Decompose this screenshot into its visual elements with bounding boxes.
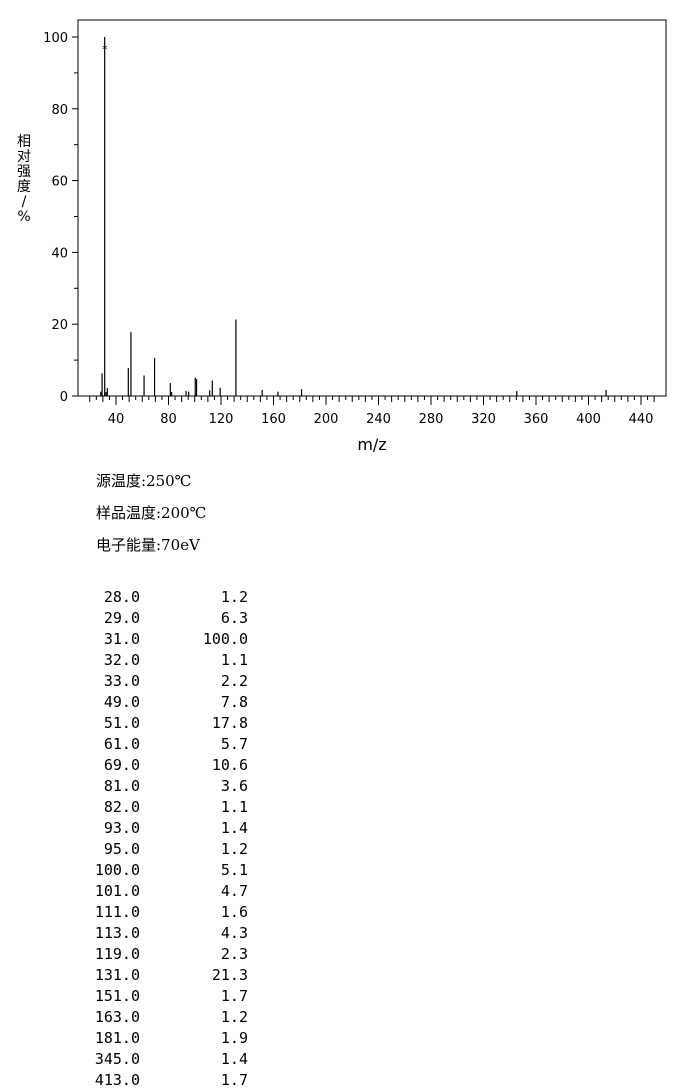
x-tick-label: 120 [209, 412, 234, 427]
peak-intensity-cell: 1.2 [220, 840, 248, 858]
peak-mz-cell: 28.0 [103, 588, 140, 606]
peak-intensity-cell: 1.2 [220, 588, 248, 606]
peak-mz-cell: 413.0 [94, 1071, 140, 1089]
sample-temperature: 样品温度:200℃ [96, 504, 207, 522]
x-axis-label: m/z [357, 435, 386, 454]
peak-mz-cell: 51.0 [103, 714, 140, 732]
peak-mz-cell: 163.0 [94, 1008, 140, 1026]
y-axis-label: 相对强度/% [17, 134, 31, 225]
x-tick-label: 280 [419, 412, 444, 427]
peak-mz-cell: 69.0 [103, 756, 140, 774]
peak-mz-cell: 181.0 [94, 1029, 140, 1047]
x-tick-label: 320 [471, 412, 496, 427]
y-tick-label: 60 [51, 175, 68, 190]
peak-intensity-cell: 1.7 [220, 1071, 248, 1089]
peak-mz-cell: 33.0 [103, 672, 140, 690]
peak-mz-cell: 101.0 [94, 882, 140, 900]
x-tick-label: 360 [524, 412, 549, 427]
x-tick-label: 200 [314, 412, 339, 427]
peak-intensity-cell: 17.8 [211, 714, 248, 732]
x-tick-label: 40 [108, 412, 125, 427]
peak-intensity-cell: 100.0 [202, 630, 248, 648]
peak-mz-cell: 131.0 [94, 966, 140, 984]
y-tick-label: 80 [51, 103, 68, 118]
peak-intensity-cell: 4.7 [220, 882, 248, 900]
peak-mz-cell: 119.0 [94, 945, 140, 963]
peak-mz-cell: 49.0 [103, 693, 140, 711]
x-tick-label: 80 [160, 412, 177, 427]
peak-mz-cell: 100.0 [94, 861, 140, 879]
peak-intensity-cell: 1.1 [220, 798, 248, 816]
peak-intensity-cell: 1.2 [220, 1008, 248, 1026]
peak-intensity-cell: 1.7 [220, 987, 248, 1005]
x-axis: 40 80 120 160 200 240 280 320 360 400 440 [89, 396, 655, 427]
peak-intensity-cell: 10.6 [211, 756, 248, 774]
peak-intensity-cell: 6.3 [220, 609, 248, 627]
peak-series [100, 37, 607, 396]
y-tick-label: 40 [51, 246, 68, 261]
peak-intensity-cell: 4.3 [220, 924, 248, 942]
peak-mz-cell: 61.0 [103, 735, 140, 753]
peak-mz-cell: 29.0 [103, 609, 140, 627]
peak-intensity-cell: 3.6 [220, 777, 248, 795]
electron-energy: 电子能量:70eV [96, 536, 200, 554]
peak-mz-cell: 81.0 [103, 777, 140, 795]
peak-mz-cell: 345.0 [94, 1050, 140, 1068]
peak-intensity-cell: 5.7 [220, 735, 248, 753]
peak-mz-cell: 31.0 [103, 630, 140, 648]
x-tick-label: 440 [629, 412, 654, 427]
peak-mz-cell: 151.0 [94, 987, 140, 1005]
peak-intensity-cell: 1.4 [220, 819, 248, 837]
peak-mz-cell: 111.0 [94, 903, 140, 921]
x-tick-label: 240 [366, 412, 391, 427]
peak-mz-cell: 93.0 [103, 819, 140, 837]
peak-mz-cell: 95.0 [103, 840, 140, 858]
source-temperature: 源温度:250℃ [96, 472, 192, 490]
peak-intensity-cell: 1.9 [220, 1029, 248, 1047]
base-peak-marker: * [102, 43, 108, 56]
peak-mz-cell: 82.0 [103, 798, 140, 816]
peak-intensity-cell: 1.1 [220, 651, 248, 669]
peak-intensity-cell: 2.3 [220, 945, 248, 963]
y-tick-label: 100 [43, 31, 68, 46]
peak-intensity-cell: 5.1 [220, 861, 248, 879]
peak-intensity-cell: 1.6 [220, 903, 248, 921]
y-axis: 0 20 40 60 80 100 [43, 31, 78, 405]
y-tick-label: 20 [51, 318, 68, 333]
peak-intensity-cell: 7.8 [220, 693, 248, 711]
peak-mz-cell: 113.0 [94, 924, 140, 942]
peak-mz-cell: 32.0 [103, 651, 140, 669]
peak-intensity-cell: 1.4 [220, 1050, 248, 1068]
peak-intensity-cell: 21.3 [211, 966, 248, 984]
peak-intensity-cell: 2.2 [220, 672, 248, 690]
y-tick-label: 0 [60, 390, 68, 405]
plot-frame [77, 19, 667, 397]
x-tick-label: 400 [576, 412, 601, 427]
x-tick-label: 160 [261, 412, 286, 427]
